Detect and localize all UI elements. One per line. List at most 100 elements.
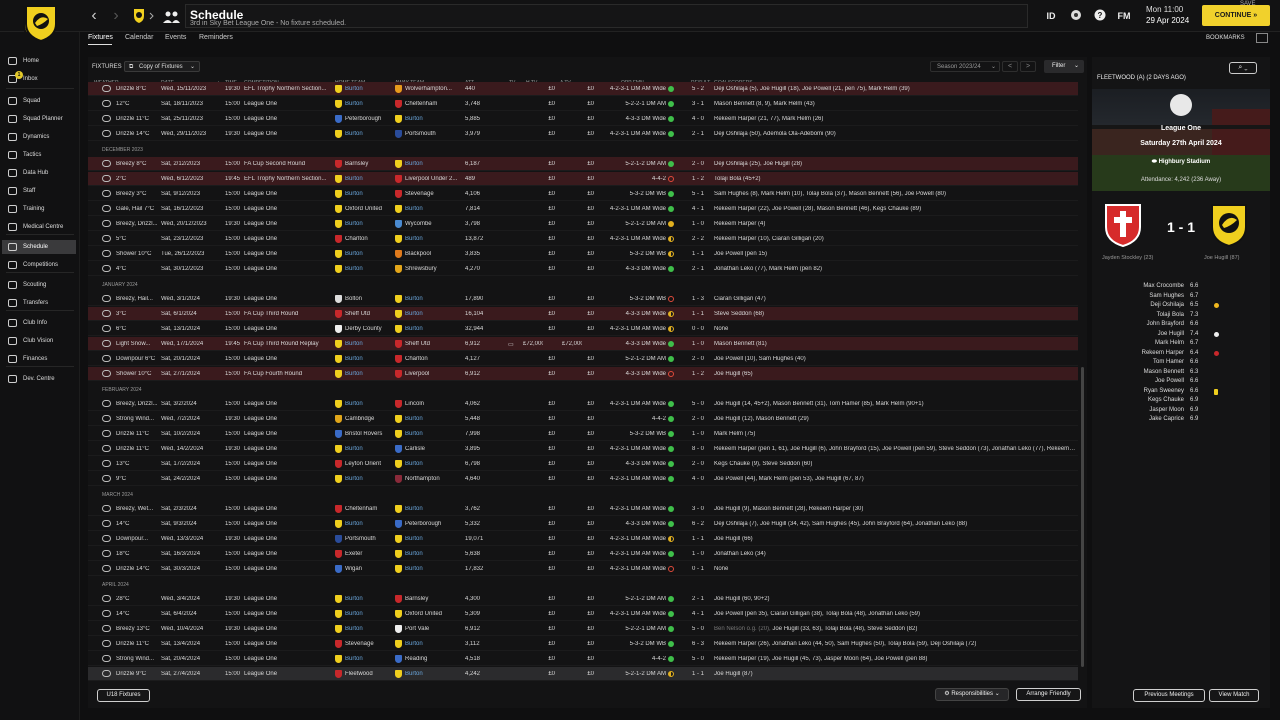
sidebar-item-dynamics[interactable]: Dynamics — [2, 130, 76, 144]
club-badge-icon[interactable] — [1069, 9, 1083, 23]
player-rating-row[interactable]: Mason Bennett 6.3 — [1092, 368, 1270, 377]
scrollbar[interactable] — [1081, 367, 1084, 667]
tab-events[interactable]: Events — [165, 34, 187, 41]
burton-crest-icon[interactable] — [1210, 203, 1248, 247]
table-row[interactable]: 3°C Sat, 6/1/2024 15:00 FA Cup Third Round S… — [88, 307, 1078, 321]
table-row[interactable]: 6°C Sat, 13/1/2024 15:00 League One Derby Co… — [88, 322, 1078, 336]
table-row[interactable]: Drizzle 11°C Sat, 10/2/2024 15:00 League On… — [88, 427, 1078, 441]
player-rating-row[interactable]: Jasper Moon 6.9 — [1092, 406, 1270, 415]
bookmarks-label[interactable]: BOOKMARKS — [1206, 35, 1245, 41]
sidebar-item-club-vision[interactable]: Club Vision — [2, 334, 76, 348]
player-rating-row[interactable]: Mark Helm 6.7 — [1092, 339, 1270, 348]
table-row[interactable]: Breezy, Drizzl... Sat, 3/2/2024 15:00 Leagu… — [88, 397, 1078, 411]
sidebar-item-transfers[interactable]: Transfers — [2, 296, 76, 310]
player-rating-row[interactable]: Jake Caprice 6.9 — [1092, 415, 1270, 424]
id-icon[interactable]: ID — [1046, 11, 1056, 21]
sidebar-item-squad[interactable]: Squad — [2, 94, 76, 108]
player-rating-row[interactable]: Joe Hugill 7.4 — [1092, 330, 1270, 339]
sidebar-item-home[interactable]: Home — [2, 54, 76, 68]
table-row[interactable]: Light Snow... Wed, 17/1/2024 19:45 FA Cup T… — [88, 337, 1078, 351]
season-next-button[interactable]: > — [1020, 61, 1036, 72]
sidebar-item-inbox[interactable]: 1 Inbox — [2, 71, 76, 86]
arrange-friendly-button[interactable]: Arrange Friendly — [1016, 688, 1081, 701]
table-row[interactable]: Gale, Hail 7°C Sat, 16/12/2023 15:00 League… — [88, 202, 1078, 216]
sidebar-item-schedule[interactable]: Schedule — [2, 240, 76, 254]
back-arrow-icon[interactable]: ‹ — [91, 7, 97, 24]
forward-arrow-icon[interactable]: › — [113, 7, 119, 24]
filter-button[interactable]: Filter ⌄ — [1044, 60, 1084, 73]
player-rating-row[interactable]: Rekeem Harper 6.4 — [1092, 349, 1270, 358]
tab-calendar[interactable]: Calendar — [125, 34, 154, 41]
copy-of-fixtures-dropdown[interactable]: ⧉ Copy of Fixtures ⌄ — [124, 61, 200, 72]
search-button[interactable]: ⌕ ⌄ — [1229, 62, 1257, 74]
table-row[interactable]: Breezy 8°C Sat, 2/12/2023 15:00 FA Cup Seco… — [88, 157, 1078, 171]
table-row[interactable]: Breezy 13°C Wed, 10/4/2024 19:30 League One… — [88, 622, 1078, 636]
table-row[interactable]: Shower 10°C Tue, 26/12/2023 15:00 League On… — [88, 247, 1078, 261]
season-select[interactable]: Season 2023/24 ⌄ — [930, 61, 1000, 72]
table-row[interactable]: 9°C Sat, 24/2/2024 15:00 League One Burton No… — [88, 472, 1078, 486]
player-rating-row[interactable]: Joe Powell 6.6 — [1092, 377, 1270, 386]
table-row[interactable]: Shower 10°C Sat, 27/1/2024 15:00 FA Cup Fou… — [88, 367, 1078, 381]
table-row[interactable]: Drizzle 14°C Sat, 30/3/2024 15:00 League On… — [88, 562, 1078, 576]
table-row[interactable]: Breezy, Drizzl... Wed, 20/12/2023 19:30 Lea… — [88, 217, 1078, 231]
sidebar-item-training[interactable]: Training — [2, 202, 76, 216]
table-row[interactable]: Strong Wind... Wed, 7/2/2024 19:30 League O… — [88, 412, 1078, 426]
help-icon[interactable]: ? — [1093, 9, 1107, 23]
sidebar-item-tactics[interactable]: Tactics — [2, 148, 76, 162]
table-row[interactable]: 14°C Sat, 6/4/2024 15:00 League One Burton Ox… — [88, 607, 1078, 621]
sidebar-item-competitions[interactable]: Competitions — [2, 258, 76, 272]
player-rating-row[interactable]: Sam Hughes 6.7 — [1092, 292, 1270, 301]
player-rating-row[interactable]: John Brayford 6.6 — [1092, 320, 1270, 329]
sidebar-item-scouting[interactable]: Scouting — [2, 278, 76, 292]
table-row[interactable]: Breezy, Wet... Sat, 2/3/2024 15:00 League O… — [88, 502, 1078, 516]
player-rating-row[interactable]: Ryan Sweeney 6.6 — [1092, 387, 1270, 396]
player-rating-row[interactable]: Tolaji Bola 7.3 — [1092, 311, 1270, 320]
table-row[interactable]: Downpour 6°C Sat, 20/1/2024 15:00 League On… — [88, 352, 1078, 366]
sidebar-item-data-hub[interactable]: Data Hub — [2, 166, 76, 180]
player-rating-row[interactable]: Tom Hamer 6.6 — [1092, 358, 1270, 367]
tab-reminders[interactable]: Reminders — [199, 34, 233, 41]
table-row[interactable]: 4°C Sat, 30/12/2023 15:00 League One Burton S… — [88, 262, 1078, 276]
u18-fixtures-button[interactable]: U18 Fixtures — [97, 689, 150, 702]
table-row[interactable]: Breezy 3°C Sat, 9/12/2023 15:00 League One B… — [88, 187, 1078, 201]
game-date[interactable]: Mon 11:00 29 Apr 2024 — [1146, 5, 1189, 25]
table-row[interactable]: Strong Wind... Sat, 20/4/2024 15:00 League … — [88, 652, 1078, 666]
table-row[interactable]: Drizzle 11°C Sat, 13/4/2024 15:00 League On… — [88, 637, 1078, 651]
sidebar-item-staff[interactable]: Staff — [2, 184, 76, 198]
table-row[interactable]: Drizzle 14°C Wed, 29/11/2023 19:30 League O… — [88, 127, 1078, 141]
club-crest-icon[interactable] — [24, 4, 58, 42]
sidebar-item-label: Squad — [23, 98, 41, 104]
table-row[interactable]: 18°C Sat, 16/3/2024 15:00 League One Exeter B… — [88, 547, 1078, 561]
table-row[interactable]: 5°C Sat, 23/12/2023 15:00 League One Charlto… — [88, 232, 1078, 246]
table-row[interactable]: Drizzle 11°C Sat, 25/11/2023 15:00 League O… — [88, 112, 1078, 126]
table-row[interactable]: Downpour... Wed, 13/3/2024 19:30 League One… — [88, 532, 1078, 546]
view-match-button[interactable]: View Match — [1209, 689, 1259, 702]
player-rating-row[interactable]: Kegs Chauke 6.9 — [1092, 396, 1270, 405]
player-rating-row[interactable]: Deji Oshilaja 6.5 — [1092, 301, 1270, 310]
sidebar-item-squad-planner[interactable]: Squad Planner — [2, 112, 76, 126]
responsibilities-button[interactable]: ⚙ Responsibilities ⌄ — [935, 688, 1009, 701]
table-row[interactable]: 2°C Wed, 6/12/2023 19:45 EFL Trophy Norther… — [88, 172, 1078, 186]
sidebar-item-club-info[interactable]: Club Info — [2, 316, 76, 330]
sidebar-item-dev-centre[interactable]: Dev. Centre — [2, 372, 76, 386]
table-row[interactable]: Drizzle 9°C Sat, 27/4/2024 15:00 League One… — [88, 667, 1078, 681]
season-prev-button[interactable]: < — [1002, 61, 1018, 72]
table-row[interactable]: Drizzle 8°C Wed, 15/11/2023 19:30 EFL Troph… — [88, 82, 1078, 96]
table-row[interactable]: 12°C Sat, 18/11/2023 15:00 League One Burton… — [88, 97, 1078, 111]
fm-menu-icon[interactable]: FM — [1117, 11, 1131, 21]
sidebar-item-medical-centre[interactable]: Medical Centre — [2, 220, 76, 234]
table-row[interactable]: Drizzle 11°C Wed, 14/2/2024 19:30 League On… — [88, 442, 1078, 456]
stadium-image[interactable]: League One Saturday 27th April 2024 ⬬ Hi… — [1092, 89, 1270, 191]
breadcrumb-icons[interactable] — [132, 7, 182, 25]
bookmarks-icon[interactable] — [1256, 33, 1268, 43]
table-row[interactable]: 13°C Sat, 17/2/2024 15:00 League One Leyton … — [88, 457, 1078, 471]
table-row[interactable]: 28°C Wed, 3/4/2024 19:30 League One Burton Ba… — [88, 592, 1078, 606]
previous-meetings-button[interactable]: Previous Meetings — [1133, 689, 1205, 702]
player-rating-row[interactable]: Max Crocombe 6.6 — [1092, 282, 1270, 291]
sidebar-item-finances[interactable]: Finances — [2, 352, 76, 366]
table-row[interactable]: 14°C Sat, 9/3/2024 15:00 League One Burton Pe… — [88, 517, 1078, 531]
tab-fixtures[interactable]: Fixtures — [88, 34, 113, 41]
table-row[interactable]: Breezy, Hail... Wed, 3/1/2024 19:30 League … — [88, 292, 1078, 306]
fleetwood-crest-icon[interactable] — [1104, 203, 1142, 247]
continue-button[interactable]: CONTINUE » — [1202, 5, 1270, 26]
